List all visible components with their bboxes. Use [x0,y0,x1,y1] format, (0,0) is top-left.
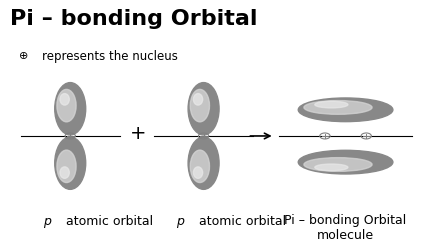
Ellipse shape [304,158,372,171]
Text: atomic orbital: atomic orbital [61,215,153,229]
Text: p: p [176,215,184,229]
Text: p: p [42,215,51,229]
Ellipse shape [194,93,203,105]
Text: Pi – bonding Orbital: Pi – bonding Orbital [10,9,258,29]
Ellipse shape [188,137,219,189]
Ellipse shape [57,150,76,182]
Ellipse shape [315,164,348,171]
Ellipse shape [55,137,86,189]
Ellipse shape [190,89,210,122]
Text: ⊕: ⊕ [19,51,28,61]
Ellipse shape [304,101,372,114]
Ellipse shape [315,101,348,108]
Ellipse shape [194,167,203,178]
Ellipse shape [60,93,69,105]
Text: +: + [130,124,146,143]
Text: represents the nucleus: represents the nucleus [42,50,178,63]
Ellipse shape [55,83,86,135]
Ellipse shape [57,89,76,122]
Ellipse shape [188,83,219,135]
Ellipse shape [298,98,393,122]
Text: atomic orbital: atomic orbital [195,215,286,229]
Text: Pi – bonding Orbital
molecule: Pi – bonding Orbital molecule [284,214,407,242]
Ellipse shape [298,150,393,174]
Ellipse shape [60,167,69,178]
Ellipse shape [190,150,210,182]
